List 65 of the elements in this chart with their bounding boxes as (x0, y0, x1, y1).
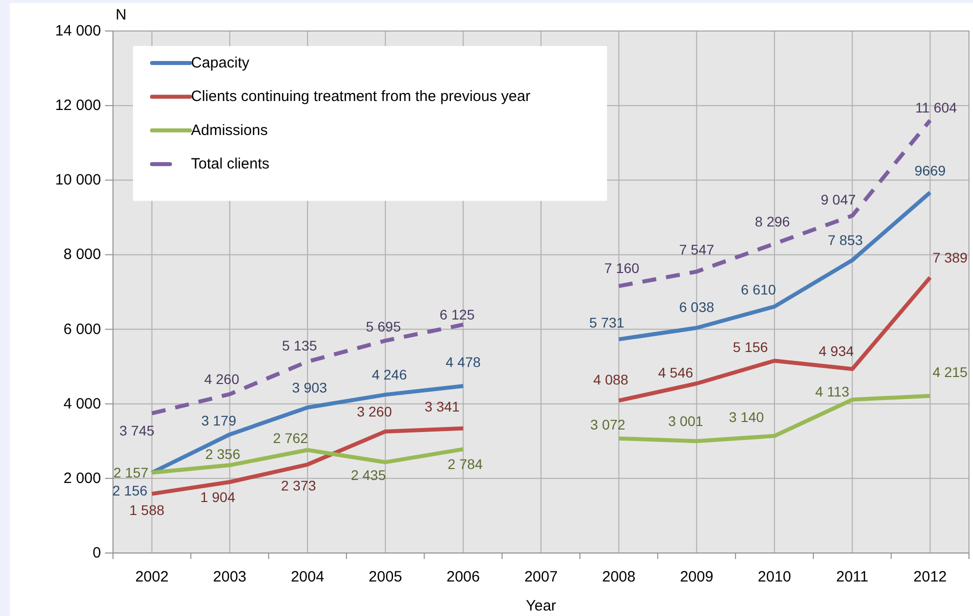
y-tick-label: 4 000 (63, 395, 101, 412)
legend-label: Total clients (191, 156, 270, 173)
data-label: 4 546 (658, 364, 694, 380)
data-label: 3 341 (424, 398, 460, 414)
data-label: 4 246 (372, 366, 408, 383)
y-tick-label: 10 000 (55, 172, 101, 189)
x-tick-label: 2012 (913, 568, 947, 586)
x-tick-label: 2005 (368, 568, 402, 586)
data-label: 2 762 (273, 430, 308, 446)
data-label: 5 731 (589, 314, 625, 330)
legend-label: Capacity (191, 54, 250, 72)
data-label: 2 157 (113, 464, 149, 481)
x-tick-label: 2010 (758, 568, 792, 586)
data-label: 7 853 (828, 232, 863, 248)
x-tick-label: 2004 (290, 568, 324, 586)
y-tick-label: 0 (92, 544, 101, 562)
y-tick-label: 6 000 (63, 320, 101, 338)
data-label: 4 478 (446, 354, 481, 370)
data-label: 4 088 (593, 372, 629, 388)
data-label: 3 140 (728, 408, 764, 425)
data-label: 1 588 (129, 502, 165, 518)
data-label: 2 356 (205, 446, 240, 462)
data-label: 2 156 (112, 482, 148, 499)
data-label: 6 038 (679, 298, 714, 315)
y-tick-label: 14 000 (55, 22, 101, 40)
legend-label: Admissions (191, 122, 268, 139)
y-axis-title: N (116, 6, 126, 24)
data-label: 6 610 (740, 282, 776, 298)
x-tick-label: 2007 (524, 568, 558, 586)
data-label: 3 072 (590, 416, 626, 432)
y-tick-label: 2 000 (63, 470, 101, 487)
data-label: 2 435 (350, 467, 386, 484)
data-label: 9 047 (820, 192, 856, 208)
x-tick-label: 2006 (446, 568, 480, 586)
data-label: 4 260 (204, 371, 240, 388)
data-label: 7 160 (604, 260, 640, 276)
data-label: 4 934 (818, 343, 854, 360)
x-tick-label: 2011 (836, 568, 868, 586)
x-axis-title: Year (526, 598, 556, 614)
x-tick-label: 2003 (213, 568, 246, 586)
data-label: 4 215 (932, 364, 968, 380)
y-tick-label: 12 000 (55, 97, 101, 114)
data-label: 7 547 (679, 242, 714, 258)
data-label: 3 260 (356, 403, 392, 420)
data-label: 3 745 (119, 422, 155, 438)
data-label: 1 904 (200, 489, 236, 506)
y-tick-label: 8 000 (63, 246, 101, 264)
data-label: 3 903 (292, 379, 328, 396)
data-label: 3 001 (668, 413, 704, 430)
legend-label: Clients continuing treatment from the previous year (191, 88, 530, 106)
data-label: 4 113 (815, 384, 850, 400)
x-tick-label: 2008 (602, 568, 636, 586)
data-label: 9669 (914, 162, 946, 178)
data-label: 2 784 (448, 456, 483, 472)
data-label: 8 296 (754, 214, 790, 230)
data-label: 5 156 (732, 338, 768, 355)
data-label: 6 125 (440, 306, 475, 323)
x-tick-label: 2009 (680, 568, 714, 586)
data-label: 5 135 (282, 338, 318, 354)
data-label: 3 179 (201, 412, 236, 428)
x-tick-label: 2002 (135, 568, 169, 586)
data-label: 2 373 (281, 478, 316, 494)
data-label: 7 389 (932, 249, 968, 266)
data-label: 11 604 (915, 99, 958, 116)
data-label: 5 695 (366, 318, 402, 335)
